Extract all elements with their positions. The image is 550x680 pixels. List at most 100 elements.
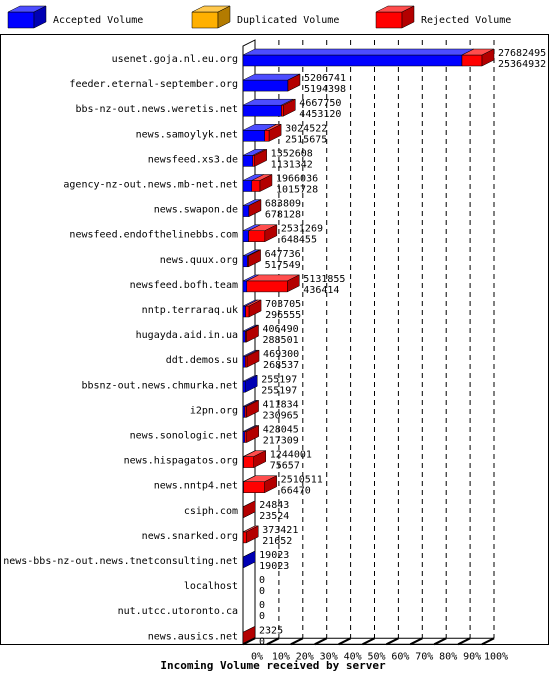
total-label: 255197 [261,374,297,385]
total-label: 647736 [265,249,301,260]
bar-side [283,98,296,117]
legend-label: Accepted Volume [53,15,143,26]
bar-side [242,550,256,569]
accepted-label: 217309 [263,436,299,447]
bar [461,48,495,67]
bar-face [191,11,219,29]
bar-face [242,305,246,318]
bar-face [242,79,289,92]
bar-face [243,456,254,468]
bar [244,425,259,443]
bar-side [248,199,262,218]
bar-face [242,381,246,393]
x-tick [433,637,447,646]
bar-face [281,104,284,117]
total-label: 469300 [263,349,299,360]
bar-side [246,324,259,343]
bar-side [481,48,495,67]
bar [242,525,259,544]
bar-face [461,54,483,67]
category-label: news.hispagatos.org [124,456,238,467]
bar [248,224,278,243]
bar [248,199,262,218]
x-tick-label: 40% [344,651,362,662]
category-label: nntp.terraraq.uk [142,305,238,316]
bar-side [287,73,301,92]
x-tick [385,637,399,646]
category-label: news.nntp4.net [154,481,238,492]
bar-face [242,54,463,67]
accepted-label: 0 [259,586,265,597]
bar-side [253,450,266,469]
bar [251,174,273,192]
accepted-label: 1015728 [276,185,318,196]
category-label: feeder.eternal-september.org [69,79,238,90]
bar-side [217,5,231,29]
total-label: 2510511 [281,475,323,486]
bar-side [245,525,259,544]
category-label: hugayda.aid.in.ua [136,330,238,341]
total-label: 406490 [263,324,299,335]
category-label: csiph.com [184,506,238,517]
bar [247,249,261,268]
bar [242,550,256,569]
bar-top [242,48,475,56]
bar-side [264,475,277,494]
bar-face [242,431,246,443]
accepted-label: 66470 [281,486,311,497]
accepted-label: 75657 [270,461,300,472]
category-label: agency-nz-out.news.mb-net.net [63,180,238,191]
bar-face [242,205,250,217]
bar [243,475,277,494]
accepted-label: 0 [259,636,265,647]
bar [242,625,256,644]
category-label: newsfeed.xs3.de [148,154,238,165]
bar-face [242,355,246,368]
total-label: 411834 [263,399,299,410]
x-tick-label: 60% [391,651,409,662]
category-label: news.ausics.net [148,631,238,642]
bar-face [252,155,255,167]
bar-face [242,130,265,142]
total-label: 373421 [262,525,298,536]
x-tick-label: 50% [367,651,385,662]
bar-side [248,249,261,268]
bar-side [254,148,267,167]
accepted-label: 21652 [262,536,292,547]
bar [242,374,258,393]
accepted-label: 517549 [265,260,301,271]
bar [252,148,267,167]
bar-face [242,280,248,293]
bar-side [246,399,259,418]
legend-swatch [375,5,415,29]
bar-face [242,104,282,117]
bar [246,274,300,293]
total-label: 27682495 [498,48,546,59]
category-label: news.swapon.de [154,205,238,216]
total-label: 428045 [263,425,299,436]
bar-face [375,11,403,29]
accepted-label: 648455 [281,235,317,246]
bar-face [242,406,246,418]
category-label: news.snarked.org [142,531,238,542]
x-tick-label: 20% [296,651,314,662]
bar-side [264,224,278,243]
category-label: usenet.goja.nl.eu.org [112,54,238,65]
x-tick-label: 0% [251,651,263,662]
bar [287,73,301,92]
category-label: localhost [184,581,238,592]
total-label: 0 [259,575,265,586]
bar-side [248,299,262,318]
axis-wall [242,39,256,645]
x-tick [314,637,328,646]
bar [245,349,260,368]
accepted-label: 23524 [259,511,289,522]
x-tick [457,637,471,646]
bar-side [287,274,300,293]
bar-face [242,330,246,343]
total-label: 5206741 [304,73,346,84]
bar [245,324,259,343]
accepted-label: 4453120 [299,109,341,120]
total-label: 4667750 [299,98,341,109]
category-label: news.sonologic.net [130,431,238,442]
